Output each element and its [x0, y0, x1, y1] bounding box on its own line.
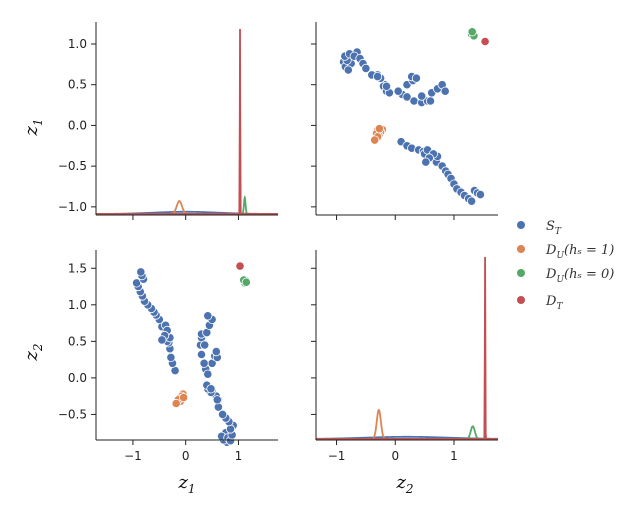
y-tick-label: −1.0 — [58, 200, 87, 214]
point-DU_hs0 — [241, 277, 251, 287]
x-tick-label: 1 — [235, 449, 243, 463]
x-axis-title-z1: z1 — [177, 472, 195, 496]
point-S_T — [218, 409, 228, 419]
z2-density-DU_hs1 — [316, 408, 498, 440]
point-S_T — [372, 72, 383, 82]
point-S_T — [212, 395, 222, 405]
point-DU_hs1 — [370, 135, 380, 145]
panel-z1-vs-z2-scatter — [311, 22, 498, 220]
y-tick-label: −0.5 — [58, 407, 87, 421]
legend-label-D_T: DT — [545, 294, 563, 312]
panel-z2-vs-z1-scatter: 1.5 1.0 0.5 0.0 −0.5 −1 0 1 — [58, 250, 278, 463]
point-S_T — [381, 81, 392, 91]
point-S_T — [157, 335, 167, 345]
point-S_T — [203, 369, 213, 379]
x-tick-label: 0 — [182, 449, 190, 463]
x-tick-label: 1 — [450, 449, 458, 463]
y-tick-label: −0.5 — [58, 159, 87, 173]
legend-marker-D_T — [517, 296, 525, 304]
point-S_T — [200, 340, 210, 350]
point-DU_hs0 — [467, 27, 477, 37]
z2-density-D_T — [316, 256, 498, 440]
y-tick-label: 1.0 — [68, 37, 87, 51]
point-S_T — [402, 92, 412, 102]
y-tick-label: 0.0 — [68, 371, 87, 385]
point-D_T — [235, 261, 245, 271]
point-S_T — [166, 352, 176, 362]
y-tick-label: 1.0 — [68, 298, 87, 312]
point-S_T — [203, 311, 213, 321]
point-S_T — [196, 349, 207, 360]
point-S_T — [136, 267, 146, 277]
legend-marker-S_T — [517, 221, 525, 229]
x-tick-label: 0 — [391, 449, 399, 463]
point-DU_hs1 — [179, 392, 189, 403]
point-S_T — [199, 358, 209, 368]
y-axis-title-z1: z1 — [21, 118, 45, 136]
legend-marker-DU_hs0 — [517, 269, 525, 277]
point-S_T — [475, 190, 485, 200]
y-tick-label: 0.5 — [68, 334, 87, 348]
point-D_T — [480, 36, 490, 47]
point-S_T — [393, 86, 403, 96]
point-S_T — [211, 346, 221, 357]
y-tick-label: 0.0 — [68, 118, 87, 132]
point-S_T — [361, 63, 371, 74]
point-S_T — [417, 91, 427, 101]
point-S_T — [425, 96, 436, 106]
y-tick-label: 1.5 — [68, 261, 87, 275]
x-axis-title-z2: z2 — [395, 472, 413, 496]
point-S_T — [343, 65, 353, 75]
point-DU_hs1 — [374, 124, 384, 134]
point-S_T — [440, 86, 450, 96]
point-S_T — [206, 384, 216, 394]
y-axis-title-z2: z2 — [21, 343, 45, 361]
x-tick-label: −1 — [124, 449, 142, 463]
panel-z1-density: 1.0 0.5 0.0 −0.5 −1.0 — [58, 22, 278, 220]
panel-z2-density: −1 0 1 — [311, 250, 498, 463]
point-DU_hs1 — [171, 398, 181, 409]
legend-label-S_T: ST — [546, 219, 562, 237]
y-tick-label: 0.5 — [68, 78, 87, 92]
legend-label-DU_hs0: DU(hₛ = 0) — [545, 267, 614, 285]
point-S_T — [466, 196, 477, 206]
point-S_T — [409, 96, 419, 106]
x-tick-label: −1 — [328, 449, 346, 463]
axis-labels: z1 z2 z1 z2 — [21, 118, 414, 496]
point-S_T — [411, 73, 421, 83]
z1-density-D_T — [96, 28, 278, 215]
legend: ST DU(hₛ = 1) DU(hₛ = 0) DT — [517, 219, 614, 312]
legend-marker-DU_hs1 — [517, 245, 525, 253]
point-S_T — [421, 157, 431, 167]
legend-label-DU_hs1: DU(hₛ = 1) — [545, 243, 614, 261]
